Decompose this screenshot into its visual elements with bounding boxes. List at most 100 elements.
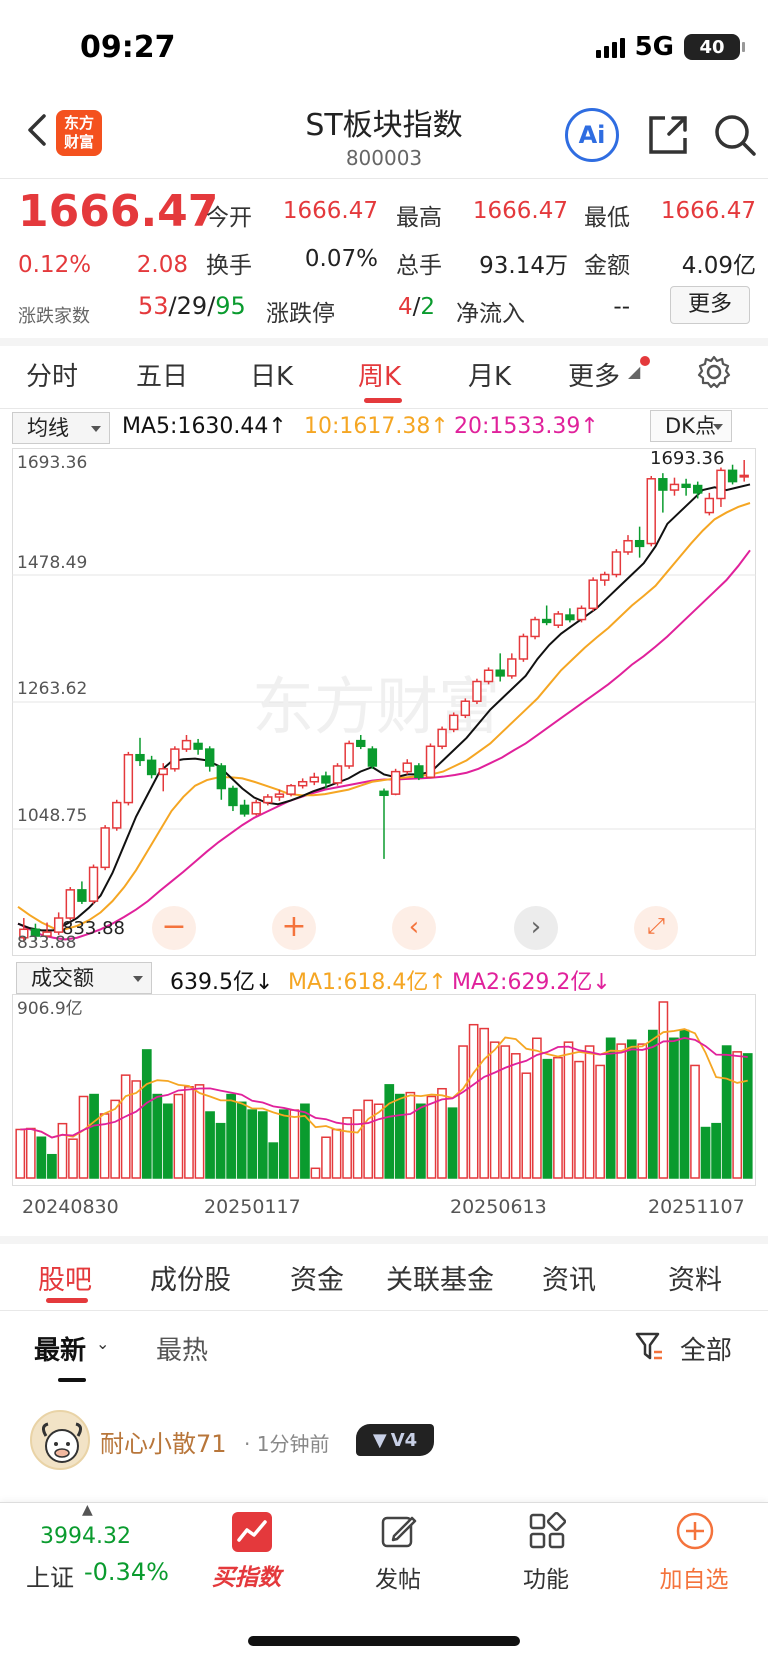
candle: [274, 793, 285, 798]
tab-constituents[interactable]: 成份股: [150, 1265, 231, 1296]
candle: [344, 742, 354, 767]
tab-five-day[interactable]: 五日: [136, 362, 189, 392]
buy-index-button[interactable]: 买指数: [212, 1565, 281, 1591]
function-grid-icon[interactable]: [528, 1512, 566, 1550]
quote-more-button[interactable]: 更多: [670, 286, 750, 324]
candle: [100, 827, 110, 869]
volume-bar: [310, 1167, 321, 1179]
settings-gear-icon[interactable]: [696, 354, 732, 390]
tab-profile[interactable]: 资料: [668, 1265, 722, 1296]
avatar[interactable]: [30, 1410, 90, 1470]
volume-bar: [458, 1045, 468, 1179]
volume-bar: [15, 1128, 26, 1179]
ma10-line: [17, 502, 751, 931]
candle: [205, 748, 215, 767]
current-price: 1666.47: [18, 186, 219, 237]
sh-index-change[interactable]: -0.34%: [84, 1558, 169, 1586]
candle: [495, 669, 505, 677]
back-arrow-icon[interactable]: [18, 110, 58, 150]
filter-icon[interactable]: [634, 1330, 664, 1362]
sh-index-name[interactable]: 上证: [26, 1564, 74, 1592]
candle: [65, 889, 75, 919]
tab-monthly-k[interactable]: 月K: [468, 362, 512, 392]
candle: [530, 618, 540, 638]
tab-news[interactable]: 资讯: [542, 1265, 596, 1296]
volume-chart[interactable]: 906.9亿: [12, 994, 756, 1186]
candle: [321, 775, 331, 784]
add-watch-button[interactable]: 加自选: [659, 1567, 729, 1593]
price-axis-4: 1048.75: [17, 806, 87, 826]
post-username[interactable]: 耐心小散71: [100, 1430, 227, 1458]
volume-bar: [68, 1138, 78, 1179]
volume-bar: [584, 1045, 595, 1179]
search-icon[interactable]: [710, 110, 760, 160]
candle: [646, 478, 656, 545]
tab-capital[interactable]: 资金: [290, 1265, 344, 1296]
candle: [239, 804, 250, 815]
eastmoney-logo: 东方 财富: [56, 110, 102, 156]
fullscreen-icon[interactable]: ⤢: [634, 906, 678, 950]
sort-hot[interactable]: 最热: [156, 1336, 209, 1366]
volume-bar: [163, 1103, 173, 1179]
volume-bar: [289, 1109, 300, 1179]
tab-related-funds[interactable]: 关联基金: [386, 1265, 494, 1296]
candle: [414, 765, 424, 778]
sort-latest[interactable]: 最新: [34, 1336, 87, 1366]
volume-bar: [742, 1053, 753, 1179]
home-indicator: [248, 1636, 520, 1646]
candlestick-chart[interactable]: 东方财富 1693.36 1478.49 1263.62 1048.75 833…: [12, 448, 756, 956]
candle: [158, 768, 168, 776]
price-axis-2: 1478.49: [17, 553, 87, 573]
tab-more[interactable]: 更多: [568, 362, 621, 392]
dk-point-button[interactable]: DK点: [650, 410, 732, 442]
function-button[interactable]: 功能: [523, 1567, 569, 1593]
amount-label: 金额: [584, 253, 630, 279]
volume-bar: [342, 1117, 352, 1179]
tab-intraday[interactable]: 分时: [26, 362, 79, 392]
zoom-in-button[interactable]: +: [272, 906, 316, 950]
post-preview-text: [34, 1488, 254, 1502]
post-button[interactable]: 发帖: [375, 1567, 421, 1593]
candle: [123, 753, 134, 804]
candle: [309, 776, 319, 783]
date-label-1: 20240830: [22, 1196, 119, 1218]
sh-index-value[interactable]: 3994.32: [40, 1524, 131, 1549]
ai-assistant-button[interactable]: Ai: [565, 108, 619, 162]
ma10-value: 10:1617.38↑: [304, 414, 449, 439]
tab-daily-k[interactable]: 日K: [250, 362, 294, 392]
pan-right-button[interactable]: ›: [514, 906, 558, 950]
volume-bar: [679, 1029, 690, 1179]
volume-bar: [500, 1045, 511, 1179]
candle: [716, 469, 726, 500]
candle: [181, 739, 192, 750]
pan-left-button[interactable]: ‹: [392, 906, 436, 950]
notification-dot: [640, 356, 650, 366]
volume-bar: [394, 1093, 405, 1179]
candle: [402, 762, 412, 773]
inflow-label: 净流入: [456, 301, 525, 327]
zoom-out-button[interactable]: −: [152, 906, 196, 950]
tab-weekly-k[interactable]: 周K: [358, 362, 402, 392]
index-code: 800003: [345, 146, 423, 170]
tab-more-caret-icon: ◢: [628, 362, 641, 381]
filter-all[interactable]: 全部: [680, 1336, 733, 1366]
volume-bar: [510, 1053, 521, 1179]
candle: [53, 917, 64, 933]
sort-dropdown-icon: ⌄: [96, 1334, 110, 1353]
limit-label: 涨跌停: [266, 301, 335, 327]
tab-forum[interactable]: 股吧: [38, 1265, 92, 1296]
candle: [146, 759, 157, 776]
candle: [739, 474, 749, 478]
volume-bar: [521, 1072, 532, 1179]
add-watch-icon[interactable]: [674, 1510, 716, 1552]
candle: [30, 928, 41, 937]
chart-trend-icon[interactable]: [232, 1512, 272, 1552]
collapse-arrow-icon[interactable]: ▲: [82, 1502, 93, 1518]
ma-selector[interactable]: 均线: [12, 412, 110, 444]
post-edit-icon[interactable]: [380, 1512, 418, 1550]
candle: [19, 928, 29, 939]
volume-indicator-selector[interactable]: 成交额: [16, 962, 152, 994]
candle: [704, 497, 715, 514]
ma5-line: [17, 483, 751, 932]
share-icon[interactable]: [645, 112, 691, 158]
